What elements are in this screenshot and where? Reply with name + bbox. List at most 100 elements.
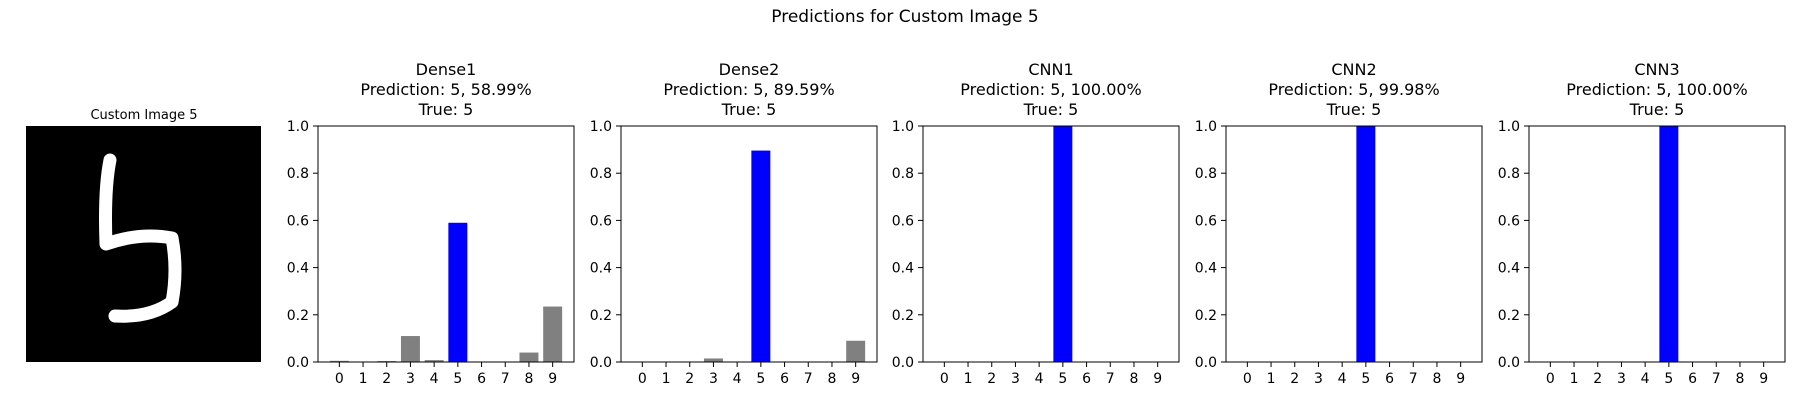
bar-class-5 bbox=[1053, 126, 1073, 362]
y-tick-label: 0.0 bbox=[287, 355, 309, 371]
x-tick-label: 7 bbox=[804, 371, 813, 387]
x-tick-label: 1 bbox=[1267, 371, 1276, 387]
y-tick-label: 0.0 bbox=[1498, 355, 1520, 371]
axes-frame bbox=[1225, 125, 1483, 363]
x-tick-label: 1 bbox=[359, 371, 368, 387]
chart-title-line: Prediction: 5, 89.59% bbox=[663, 80, 834, 99]
y-tick-label: 0.2 bbox=[892, 308, 914, 324]
x-tick-label: 2 bbox=[1290, 371, 1299, 387]
bar-class-5 bbox=[751, 150, 771, 362]
x-tick-label: 3 bbox=[406, 371, 415, 387]
x-tick-label: 0 bbox=[335, 371, 344, 387]
y-tick-label: 0.4 bbox=[590, 261, 612, 277]
y-tick-label: 0.0 bbox=[892, 355, 914, 371]
x-tick-label: 7 bbox=[1409, 371, 1418, 387]
x-tick-label: 6 bbox=[1385, 371, 1394, 387]
x-tick-label: 0 bbox=[638, 371, 647, 387]
x-tick-label: 5 bbox=[1361, 371, 1370, 387]
y-tick-label: 1.0 bbox=[590, 119, 612, 135]
x-tick-label: 8 bbox=[1433, 371, 1442, 387]
bar-chart-panel: Dense2 Prediction: 5, 89.59% True: 5 0.0 0.2… bbox=[590, 60, 878, 387]
x-tick-label: 9 bbox=[1759, 371, 1768, 387]
x-tick-label: 1 bbox=[964, 371, 973, 387]
x-tick-label: 6 bbox=[1688, 371, 1697, 387]
y-tick-label: 0.8 bbox=[1195, 166, 1217, 182]
chart-title-line: CNN3 bbox=[1634, 60, 1679, 79]
y-tick-label: 0.2 bbox=[590, 308, 612, 324]
y-tick-label: 0.8 bbox=[892, 166, 914, 182]
bar-class-5 bbox=[1659, 126, 1679, 362]
x-tick-label: 6 bbox=[477, 371, 486, 387]
y-tick-label: 0.2 bbox=[1195, 308, 1217, 324]
chart-title-line: True: 5 bbox=[721, 100, 777, 119]
y-tick-label: 0.6 bbox=[590, 213, 612, 229]
x-tick-label: 4 bbox=[1035, 371, 1044, 387]
x-tick-label: 7 bbox=[1712, 371, 1721, 387]
x-tick-label: 2 bbox=[685, 371, 694, 387]
y-tick-label: 0.4 bbox=[892, 261, 914, 277]
x-tick-label: 4 bbox=[733, 371, 742, 387]
x-tick-label: 4 bbox=[430, 371, 439, 387]
chart-title-line: True: 5 bbox=[1023, 100, 1079, 119]
chart-title-line: True: 5 bbox=[418, 100, 474, 119]
chart-title-line: CNN2 bbox=[1331, 60, 1376, 79]
bar-class-3 bbox=[400, 336, 420, 362]
prediction-panels: Dense1 Prediction: 5, 58.99% True: 5 0.0 0.2… bbox=[287, 60, 1786, 387]
x-tick-label: 3 bbox=[1011, 371, 1020, 387]
bar-chart-panel: CNN3 Prediction: 5, 100.00% True: 5 0.0 0.2 0… bbox=[1498, 60, 1786, 387]
chart-title: Dense2 Prediction: 5, 89.59% True: 5 bbox=[663, 60, 834, 119]
chart-title-line: Prediction: 5, 100.00% bbox=[1566, 80, 1748, 99]
x-tick-label: 9 bbox=[1456, 371, 1465, 387]
axes-frame bbox=[620, 125, 878, 363]
x-tick-label: 8 bbox=[1130, 371, 1139, 387]
bar-chart-panel: Dense1 Prediction: 5, 58.99% True: 5 0.0 0.2… bbox=[287, 60, 575, 387]
bar-chart-panel: CNN2 Prediction: 5, 99.98% True: 5 0.0 0.2 0.… bbox=[1195, 60, 1483, 387]
y-tick-label: 0.0 bbox=[1195, 355, 1217, 371]
y-tick-label: 1.0 bbox=[287, 119, 309, 135]
x-tick-label: 0 bbox=[1546, 371, 1555, 387]
x-tick-label: 5 bbox=[1058, 371, 1067, 387]
x-tick-label: 7 bbox=[501, 371, 510, 387]
x-tick-label: 9 bbox=[1153, 371, 1162, 387]
x-tick-label: 8 bbox=[1736, 371, 1745, 387]
axes-frame bbox=[922, 125, 1180, 363]
y-tick-label: 0.6 bbox=[1498, 213, 1520, 229]
handwritten-digit-five bbox=[99, 153, 182, 323]
x-tick-label: 5 bbox=[1664, 371, 1673, 387]
x-tick-label: 3 bbox=[1617, 371, 1626, 387]
chart-title: CNN1 Prediction: 5, 100.00% True: 5 bbox=[960, 60, 1142, 119]
x-tick-label: 0 bbox=[940, 371, 949, 387]
y-tick-label: 0.0 bbox=[590, 355, 612, 371]
bar-chart-panel: CNN1 Prediction: 5, 100.00% True: 5 0.0 0.2 0… bbox=[892, 60, 1180, 387]
chart-title: Dense1 Prediction: 5, 58.99% True: 5 bbox=[360, 60, 531, 119]
x-tick-label: 6 bbox=[1082, 371, 1091, 387]
x-tick-label: 1 bbox=[1570, 371, 1579, 387]
y-tick-label: 1.0 bbox=[1195, 119, 1217, 135]
y-tick-label: 0.8 bbox=[287, 166, 309, 182]
x-tick-label: 4 bbox=[1641, 371, 1650, 387]
bar-class-8 bbox=[519, 352, 539, 362]
chart-title-line: True: 5 bbox=[1629, 100, 1685, 119]
y-tick-label: 0.4 bbox=[1195, 261, 1217, 277]
input-image-panel: Custom Image 5 bbox=[26, 108, 261, 362]
y-tick-label: 0.2 bbox=[1498, 308, 1520, 324]
x-tick-label: 2 bbox=[987, 371, 996, 387]
y-tick-label: 0.4 bbox=[287, 261, 309, 277]
x-tick-label: 5 bbox=[453, 371, 462, 387]
x-tick-label: 5 bbox=[756, 371, 765, 387]
bar-class-9 bbox=[543, 306, 563, 362]
y-tick-label: 0.6 bbox=[1195, 213, 1217, 229]
x-tick-label: 2 bbox=[382, 371, 391, 387]
x-tick-label: 9 bbox=[548, 371, 557, 387]
y-tick-label: 0.6 bbox=[892, 213, 914, 229]
chart-title-line: Dense2 bbox=[719, 60, 780, 79]
x-tick-label: 2 bbox=[1593, 371, 1602, 387]
chart-title-line: Prediction: 5, 99.98% bbox=[1268, 80, 1439, 99]
bar-class-0 bbox=[329, 360, 349, 362]
bar-class-9 bbox=[846, 340, 866, 362]
x-tick-label: 0 bbox=[1243, 371, 1252, 387]
y-tick-label: 0.2 bbox=[287, 308, 309, 324]
x-tick-label: 3 bbox=[709, 371, 718, 387]
bar-class-3 bbox=[703, 358, 723, 362]
